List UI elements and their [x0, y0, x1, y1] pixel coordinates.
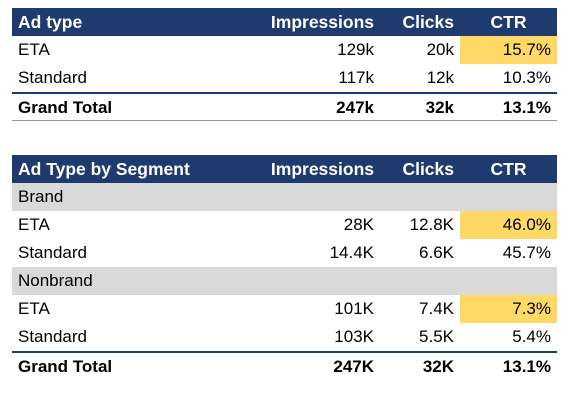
impressions-cell: 129k: [337, 40, 374, 59]
table-row: ETA 28K 12.8K 46.0%: [12, 211, 557, 239]
segment-label: Nonbrand: [12, 267, 237, 295]
row-label: Standard: [18, 327, 87, 346]
segment-label: Brand: [12, 183, 237, 211]
column-header-ad-type-by-segment: Ad Type by Segment: [12, 155, 237, 183]
grand-total-row: Grand Total 247K 32K 13.1%: [12, 351, 557, 381]
row-label: Standard: [18, 68, 87, 87]
segment-empty-cell: [380, 183, 460, 211]
grand-total-label: Grand Total: [12, 92, 237, 122]
column-header-ad-type: Ad type: [12, 8, 237, 36]
clicks-cell: 7.4K: [419, 299, 454, 318]
segment-empty-cell: [460, 267, 557, 295]
impressions-cell: 101K: [334, 299, 374, 318]
segment-row-brand: Brand: [12, 183, 557, 211]
table-row: ETA 101K 7.4K 7.3%: [12, 295, 557, 323]
table-row: Standard 117k 12k 10.3%: [12, 64, 557, 93]
grand-total-ctr: 13.1%: [460, 351, 557, 381]
ctr-cell-highlighted: 15.7%: [460, 36, 557, 64]
column-header-clicks: Clicks: [380, 155, 460, 183]
column-header-ctr: CTR: [460, 155, 557, 183]
ctr-cell-highlighted: 46.0%: [460, 211, 557, 239]
row-label: Standard: [18, 243, 87, 262]
ctr-cell: 10.3%: [502, 68, 551, 87]
grand-total-row: Grand Total 247k 32k 13.1%: [12, 92, 557, 122]
row-label: ETA: [18, 299, 50, 318]
segment-row-nonbrand: Nonbrand: [12, 267, 557, 295]
ctr-cell-highlighted: 7.3%: [460, 295, 557, 323]
ctr-cell: 45.7%: [502, 243, 551, 262]
impressions-cell: 103K: [334, 327, 374, 346]
grand-total-label: Grand Total: [12, 351, 237, 381]
ad-type-table: Ad type Impressions Clicks CTR ETA 129k …: [12, 8, 557, 122]
impressions-cell: 117k: [338, 68, 374, 87]
clicks-cell: 5.5K: [419, 327, 454, 346]
row-label: ETA: [18, 215, 50, 234]
clicks-cell: 6.6K: [419, 243, 454, 262]
grand-total-impressions: 247k: [237, 92, 380, 122]
column-header-impressions: Impressions: [237, 8, 380, 36]
grand-total-clicks: 32k: [380, 92, 460, 122]
column-header-clicks: Clicks: [380, 8, 460, 36]
impressions-cell: 14.4K: [329, 243, 374, 262]
clicks-cell: 20k: [426, 40, 454, 59]
clicks-cell: 12.8K: [409, 215, 454, 234]
table-header-row: Ad Type by Segment Impressions Clicks CT…: [12, 155, 557, 183]
grand-total-ctr: 13.1%: [460, 92, 557, 122]
table-spacer: [12, 120, 557, 157]
ad-type-by-segment-table: Ad Type by Segment Impressions Clicks CT…: [12, 155, 557, 381]
segment-empty-cell: [237, 183, 380, 211]
grand-total-impressions: 247K: [237, 351, 380, 381]
row-label: ETA: [18, 40, 50, 59]
table-row: Standard 103K 5.5K 5.4%: [12, 323, 557, 352]
clicks-cell: 12k: [426, 68, 454, 87]
ctr-cell: 5.4%: [512, 327, 551, 346]
segment-empty-cell: [460, 183, 557, 211]
table-header-row: Ad type Impressions Clicks CTR: [12, 8, 557, 36]
grand-total-clicks: 32K: [380, 351, 460, 381]
column-header-ctr: CTR: [460, 8, 557, 36]
table-row: ETA 129k 20k 15.7%: [12, 36, 557, 64]
column-header-impressions: Impressions: [237, 155, 380, 183]
table-row: Standard 14.4K 6.6K 45.7%: [12, 239, 557, 267]
segment-empty-cell: [380, 267, 460, 295]
segment-empty-cell: [237, 267, 380, 295]
impressions-cell: 28K: [343, 215, 374, 234]
